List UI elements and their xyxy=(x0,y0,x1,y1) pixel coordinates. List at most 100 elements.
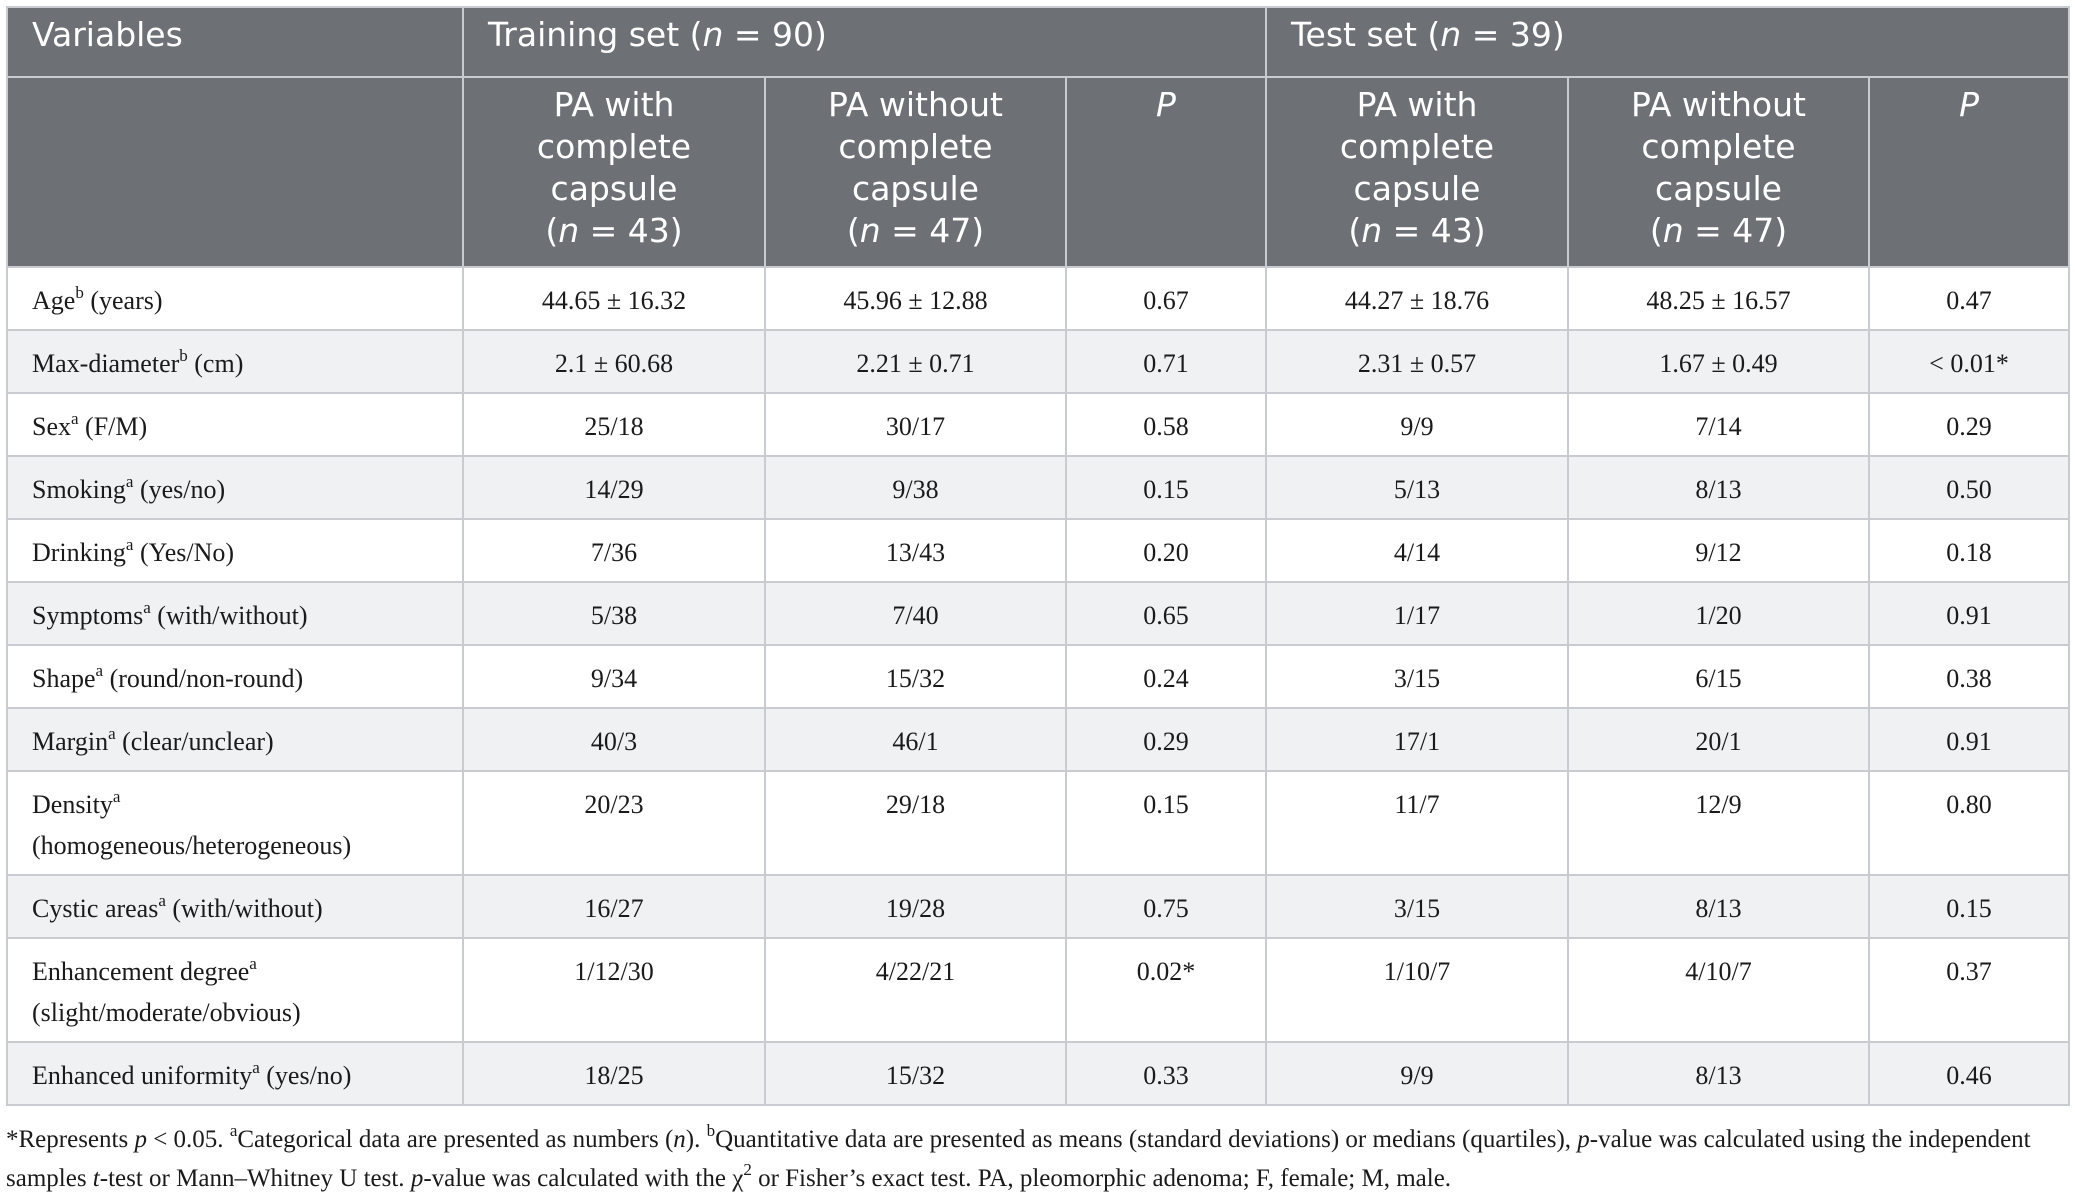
table-row: Ageb (years) 44.65 ± 16.32 45.96 ± 12.88 0.… xyxy=(6,266,2071,331)
table-cell: 0.24 xyxy=(1065,644,1267,709)
table-cell: 1/17 xyxy=(1265,581,1569,646)
table-cell: 8/13 xyxy=(1567,1041,1870,1106)
table-cell: 29/18 xyxy=(764,770,1067,876)
row-label-unit: (years) xyxy=(83,286,163,315)
table-container: Variables Training set (n = 90) Test set… xyxy=(6,6,2071,1198)
header-variables: Variables xyxy=(6,6,464,78)
table-cell: 4/10/7 xyxy=(1567,937,1870,1043)
table-cell: 0.15 xyxy=(1867,874,2071,939)
row-label-text: Cystic areas xyxy=(32,894,159,923)
table-cell: 0.75 xyxy=(1065,874,1267,939)
header-train-without-capsule: PA without complete capsule (n = 47) xyxy=(764,76,1067,268)
table-cell: 8/13 xyxy=(1567,455,1870,520)
table-cell: 3/15 xyxy=(1265,874,1569,939)
table-row: Cystic areasa (with/without) 16/27 19/28 0.… xyxy=(6,874,2071,939)
row-label-sup: a xyxy=(95,661,104,680)
table-cell: < 0.01* xyxy=(1867,329,2071,394)
table-cell: 7/36 xyxy=(462,518,766,583)
table-row: Sexa (F/M) 25/18 30/17 0.58 9/9 7/14 0.29 xyxy=(6,392,2071,457)
row-label: Densitya (homogeneous/heterogeneous) xyxy=(6,770,464,876)
table-cell: 0.38 xyxy=(1867,644,2071,709)
table-cell: 1/12/30 xyxy=(462,937,766,1043)
row-label-unit: (with/without) xyxy=(150,601,308,630)
header-test-without-capsule: PA without complete capsule (n = 47) xyxy=(1567,76,1870,268)
row-label: Sexa (F/M) xyxy=(6,392,464,457)
row-label: Symptomsa (with/without) xyxy=(6,581,464,646)
table-row: Margina (clear/unclear) 40/3 46/1 0.29 17/1 2… xyxy=(6,707,2071,772)
row-label-sup: b xyxy=(179,346,188,365)
table-footnote: *Represents p < 0.05. aCategorical data … xyxy=(6,1121,2031,1192)
table-row: Max-diameterb (cm) 2.1 ± 60.68 2.21 ± 0.71… xyxy=(6,329,2071,394)
row-label-text: Density xyxy=(32,790,113,819)
row-label-sup: a xyxy=(108,724,116,743)
row-label-text: Smoking xyxy=(32,475,126,504)
header-train-p: P xyxy=(1065,76,1267,268)
table-cell: 0.91 xyxy=(1867,707,2071,772)
table-cell: 0.29 xyxy=(1867,392,2071,457)
table-cell: 0.65 xyxy=(1065,581,1267,646)
table-cell: 5/38 xyxy=(462,581,766,646)
row-label-text: Age xyxy=(32,286,76,315)
table-cell: 0.91 xyxy=(1867,581,2071,646)
row-label-unit: (F/M) xyxy=(78,412,148,441)
table-cell: 1/10/7 xyxy=(1265,937,1569,1043)
table-cell: 12/9 xyxy=(1567,770,1870,876)
table-cell: 9/9 xyxy=(1265,392,1569,457)
row-label: Drinkinga (Yes/No) xyxy=(6,518,464,583)
row-label-sup: a xyxy=(125,472,134,491)
row-label-text: Enhancement degree xyxy=(32,957,250,986)
row-label-sup: a xyxy=(71,409,79,428)
row-label-line2: (slight/moderate/obvious) xyxy=(32,998,301,1027)
table-row: Smokinga (yes/no) 14/29 9/38 0.15 5/13 8/13 0.… xyxy=(6,455,2071,520)
row-label: Shapea (round/non-round) xyxy=(6,644,464,709)
table-cell: 25/18 xyxy=(462,392,766,457)
header-train-with-capsule: PA with complete capsule (n = 43) xyxy=(462,76,766,268)
table-cell: 15/32 xyxy=(764,1041,1067,1106)
row-label-unit: (round/non-round) xyxy=(103,664,304,693)
table-cell: 8/13 xyxy=(1567,874,1870,939)
table-cell: 0.67 xyxy=(1065,266,1267,331)
header-test-p: P xyxy=(1867,76,2071,268)
row-label-sup: b xyxy=(75,283,84,302)
header-row-groups: Variables Training set (n = 90) Test set… xyxy=(6,6,2071,78)
row-label-text: Symptoms xyxy=(32,601,144,630)
row-label-unit: (cm) xyxy=(187,349,244,378)
row-label-text: Enhanced uniformity xyxy=(32,1061,253,1090)
table-cell: 7/14 xyxy=(1567,392,1870,457)
table-cell: 15/32 xyxy=(764,644,1067,709)
row-label: Max-diameterb (cm) xyxy=(6,329,464,394)
table-row: Enhancement degreea (slight/moderate/obvi… xyxy=(6,937,2071,1043)
table-cell: 0.80 xyxy=(1867,770,2071,876)
table-cell: 44.65 ± 16.32 xyxy=(462,266,766,331)
table-cell: 6/15 xyxy=(1567,644,1870,709)
table-cell: 0.37 xyxy=(1867,937,2071,1043)
row-label-sup: a xyxy=(112,787,121,806)
table-cell: 0.46 xyxy=(1867,1041,2071,1106)
row-label: Enhanced uniformitya (yes/no) xyxy=(6,1041,464,1106)
row-label-line2: (homogeneous/heterogeneous) xyxy=(32,831,352,860)
row-label-text: Drinking xyxy=(32,538,126,567)
table-row: Shapea (round/non-round) 9/34 15/32 0.24 3/1… xyxy=(6,644,2071,709)
table-cell: 19/28 xyxy=(764,874,1067,939)
table-cell: 0.18 xyxy=(1867,518,2071,583)
row-label-sup: a xyxy=(143,598,151,617)
row-label-sup: a xyxy=(158,891,166,910)
table-cell: 9/9 xyxy=(1265,1041,1569,1106)
table-row: Enhanced uniformitya (yes/no) 18/25 15/32 0… xyxy=(6,1041,2071,1106)
header-blank xyxy=(6,76,464,268)
table-cell: 0.47 xyxy=(1867,266,2071,331)
table-cell: 9/34 xyxy=(462,644,766,709)
table-cell: 11/7 xyxy=(1265,770,1569,876)
row-label-text: Sex xyxy=(32,412,71,441)
table-cell: 45.96 ± 12.88 xyxy=(764,266,1067,331)
table-cell: 14/29 xyxy=(462,455,766,520)
table-cell: 1.67 ± 0.49 xyxy=(1567,329,1870,394)
table-cell: 30/17 xyxy=(764,392,1067,457)
table-cell: 4/22/21 xyxy=(764,937,1067,1043)
table-cell: 5/13 xyxy=(1265,455,1569,520)
table-cell: 17/1 xyxy=(1265,707,1569,772)
table-row: Symptomsa (with/without) 5/38 7/40 0.65 1/17… xyxy=(6,581,2071,646)
table-cell: 48.25 ± 16.57 xyxy=(1567,266,1870,331)
table-cell: 20/23 xyxy=(462,770,766,876)
table-cell: 20/1 xyxy=(1567,707,1870,772)
